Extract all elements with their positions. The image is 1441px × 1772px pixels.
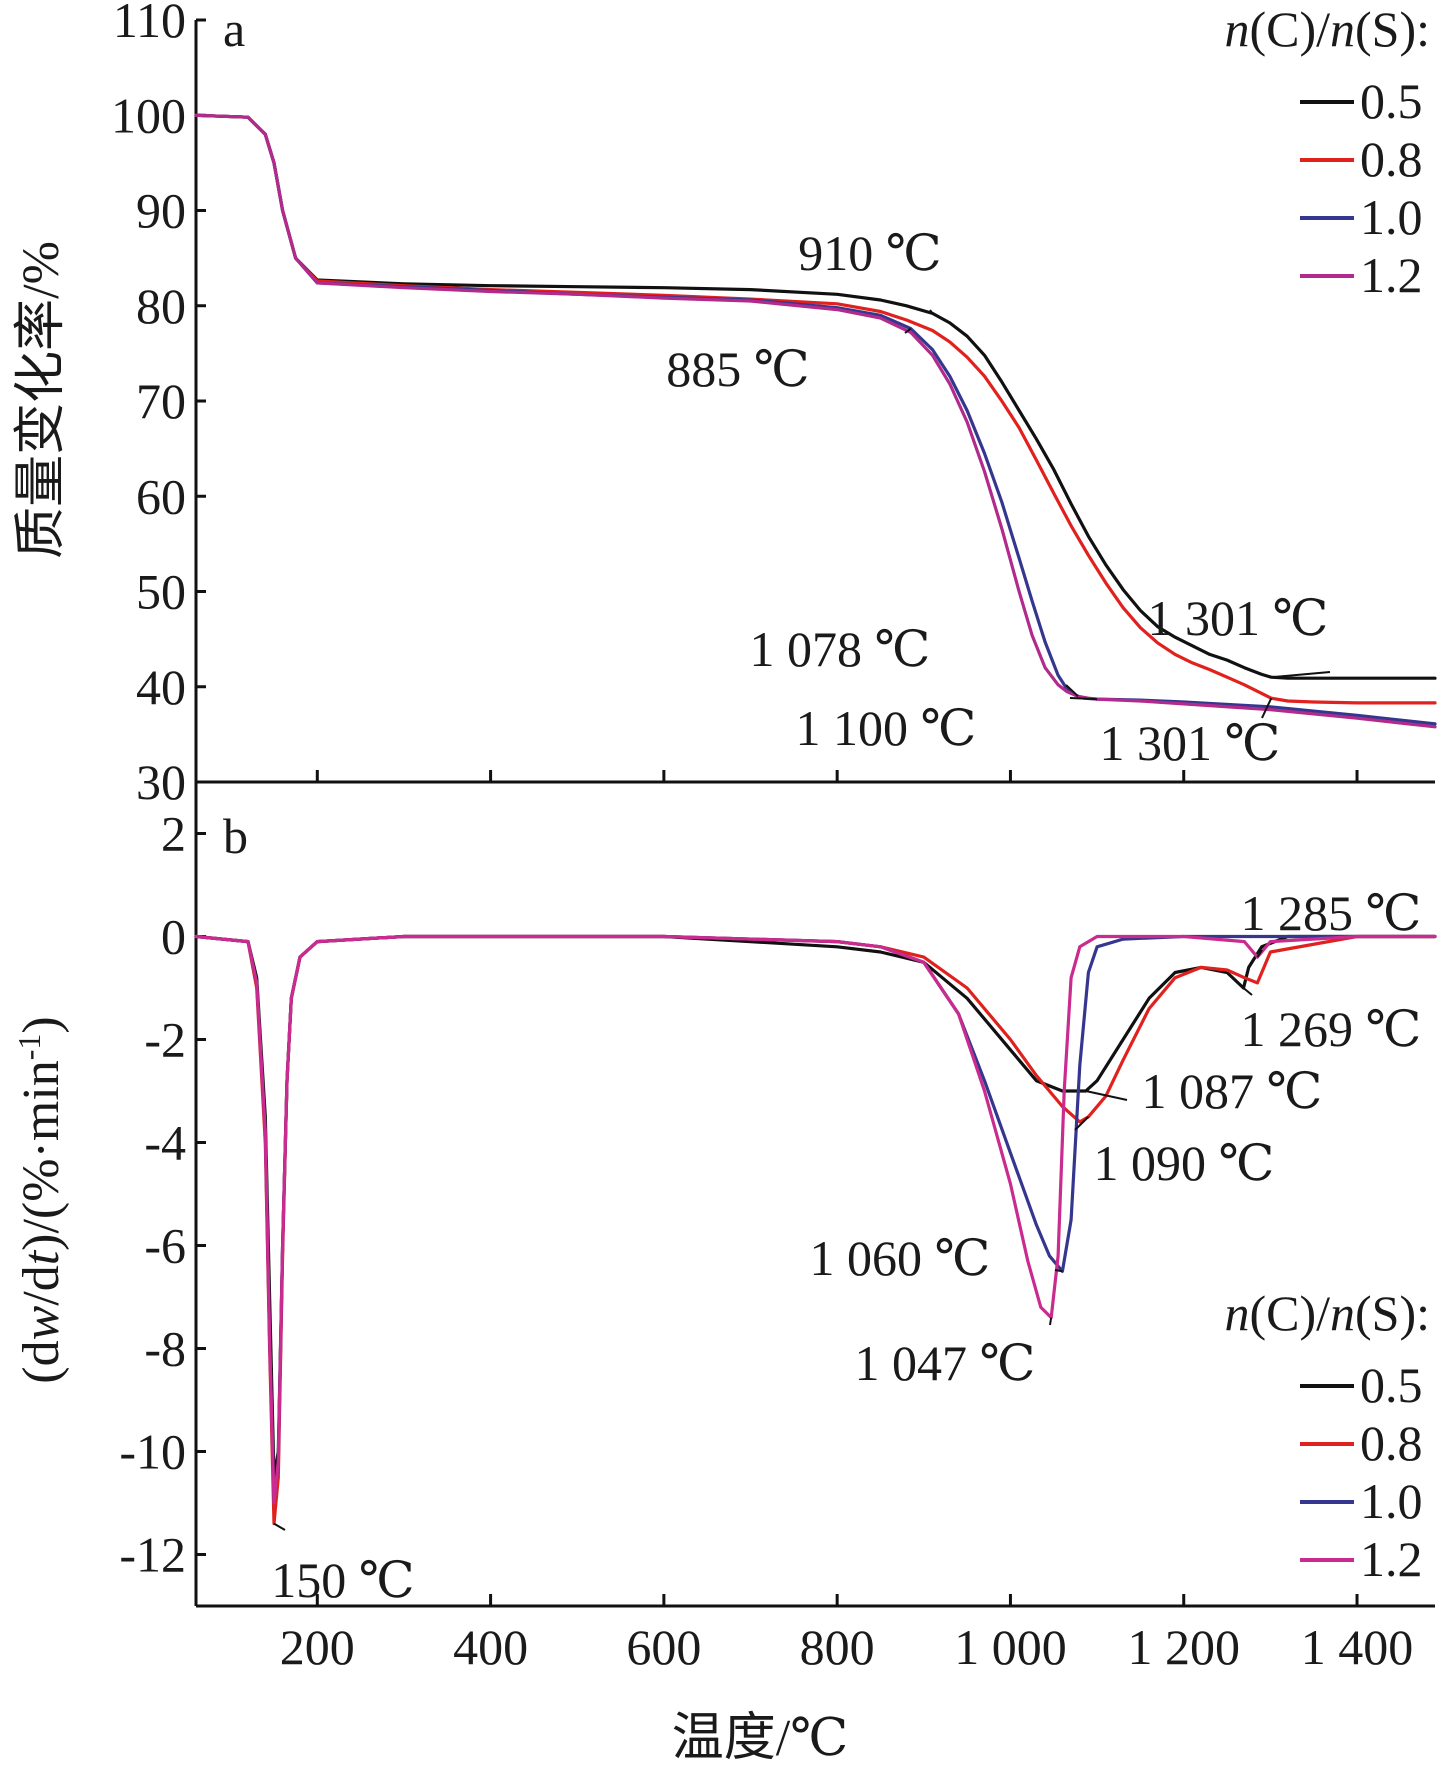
y-axis-title: (dw/dt)/(%·min-1) — [11, 1016, 70, 1384]
annotation-leader — [1085, 1090, 1128, 1101]
y-tick-label: 90 — [136, 183, 186, 239]
y-axis-title: 质量变化率/% — [13, 241, 70, 559]
x-axis-title: 温度/℃ — [672, 1710, 849, 1767]
annotation-label: 1 087 ℃ — [1142, 1063, 1323, 1119]
annotation-leader — [1271, 671, 1331, 679]
x-tick-label: 800 — [800, 1619, 875, 1675]
annotation-label: 910 ℃ — [798, 225, 941, 281]
annotation-label: 1 285 ℃ — [1241, 885, 1422, 941]
legend-title: n(C)/n(S): — [1224, 1, 1430, 57]
annotation-label: 885 ℃ — [666, 341, 809, 397]
annotation-label: 1 090 ℃ — [1094, 1135, 1275, 1191]
y-tick-label: 110 — [113, 0, 186, 48]
y-tick-label: -10 — [119, 1424, 186, 1480]
x-tick-label: 600 — [626, 1619, 701, 1675]
annotation-leader — [929, 309, 934, 314]
panel-label: b — [223, 808, 248, 864]
y-tick-label: 30 — [136, 754, 186, 810]
annotation-leader — [1074, 1116, 1090, 1131]
annotation-label: 1 100 ℃ — [796, 700, 977, 756]
legend-entry-label: 1.2 — [1360, 1531, 1423, 1587]
panel-label: a — [223, 1, 245, 57]
annotation-leader — [1054, 1269, 1063, 1273]
y-tick-label: -2 — [144, 1012, 186, 1068]
annotation-leader — [273, 1522, 286, 1531]
legend-entry-label: 0.5 — [1360, 73, 1423, 129]
annotation-label: 1 269 ℃ — [1241, 1001, 1422, 1057]
legend-entry-label: 0.8 — [1360, 1415, 1423, 1471]
annotation-label: 1 060 ℃ — [810, 1230, 991, 1286]
legend-entry-label: 1.0 — [1360, 189, 1423, 245]
annotation-leader — [1049, 1317, 1053, 1326]
legend-entry-label: 0.8 — [1360, 131, 1423, 187]
annotation-leader — [1261, 697, 1273, 719]
x-tick-label: 1 000 — [954, 1619, 1067, 1675]
y-tick-label: 60 — [136, 468, 186, 524]
annotation-leader — [1242, 987, 1253, 996]
y-tick-label: 2 — [161, 806, 186, 862]
annotation-leader — [904, 327, 912, 334]
y-tick-label: 0 — [161, 909, 186, 965]
annotation-label: 1 301 ℃ — [1100, 715, 1281, 771]
annotation-leader — [1065, 684, 1079, 698]
y-tick-label: 50 — [136, 564, 186, 620]
annotation-label: 150 ℃ — [271, 1552, 414, 1608]
annotation-leader — [1256, 949, 1263, 958]
panel-b-dtg-chart: -12 -10 -8 -6 -4 -2 0 2 200 400 600 800 1 000 1 200 1 … — [11, 782, 1437, 1675]
y-tick-label: 100 — [111, 87, 186, 143]
y-tick-label: -4 — [144, 1115, 186, 1171]
y-tick-label: -6 — [144, 1218, 186, 1274]
y-tick-label: 70 — [136, 373, 186, 429]
legend-title: n(C)/n(S): — [1224, 1285, 1430, 1341]
x-tick-label: 1 400 — [1301, 1619, 1414, 1675]
panel-a-mass-change-chart: 30 40 50 60 70 80 90 100 110 a 质量变化率/% 910 ℃ 885 ℃ 1 … — [13, 0, 1437, 810]
x-tick-label: 200 — [280, 1619, 355, 1675]
legend-entry-label: 1.0 — [1360, 1473, 1423, 1529]
y-tick-label: 80 — [136, 278, 186, 334]
y-tick-label: -12 — [119, 1527, 186, 1583]
y-tick-label: -8 — [144, 1321, 186, 1377]
y-tick-label: 40 — [136, 659, 186, 715]
legend-entry-label: 0.5 — [1360, 1357, 1423, 1413]
series-line-1-2 — [194, 934, 1437, 1505]
series-line-0-8 — [194, 934, 1437, 1526]
legend-entry-label: 1.2 — [1360, 247, 1423, 303]
annotation-label: 1 078 ℃ — [750, 621, 931, 677]
x-tick-label: 1 200 — [1127, 1619, 1240, 1675]
annotation-label: 1 047 ℃ — [855, 1335, 1036, 1391]
annotation-label: 1 301 ℃ — [1148, 590, 1329, 646]
x-tick-label: 400 — [453, 1619, 528, 1675]
annotation-leader — [1069, 697, 1098, 701]
